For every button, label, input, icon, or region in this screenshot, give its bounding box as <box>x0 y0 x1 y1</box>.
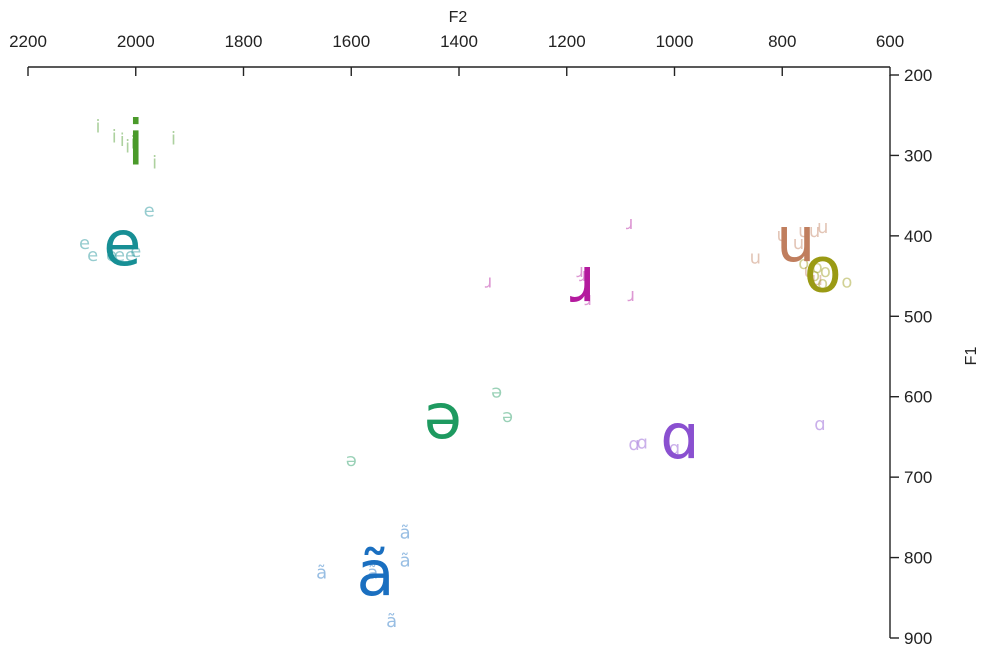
token-point: o <box>820 261 831 282</box>
token-point: e <box>79 233 90 254</box>
token-point: ɹ <box>585 289 592 310</box>
x-tick-label: 2000 <box>117 32 155 51</box>
token-point: u <box>750 247 761 268</box>
x-tick-label: 600 <box>876 32 904 51</box>
x-tick-label: 1200 <box>548 32 586 51</box>
token-point: ã <box>400 522 411 543</box>
token-point: ɑ <box>814 414 825 435</box>
token-point: e <box>144 201 155 222</box>
y-tick-label: 400 <box>904 227 932 246</box>
x-tick-label: 1400 <box>440 32 478 51</box>
x-tick-label: 2200 <box>9 32 47 51</box>
token-point: e <box>125 245 136 266</box>
mean-point: ã <box>356 537 394 610</box>
mean-point: u <box>776 203 815 276</box>
token-point: i <box>112 127 117 148</box>
token-point: u <box>793 233 804 254</box>
token-point: o <box>798 253 809 274</box>
token-point: ɑ <box>636 432 647 453</box>
token-point: e <box>114 245 125 266</box>
x-axis-title: F2 <box>449 9 468 26</box>
token-point: ɹ <box>626 213 633 234</box>
mean-point: e <box>103 207 141 280</box>
y-tick-label: 600 <box>904 388 932 407</box>
token-point: ə <box>502 406 513 427</box>
token-point: ɑ <box>669 438 680 459</box>
x-tick-label: 800 <box>768 32 796 51</box>
token-point: u <box>798 221 809 242</box>
token-point: ɑ <box>628 434 639 455</box>
token-point: ə <box>346 450 357 471</box>
token-point: ɹ <box>576 261 583 282</box>
token-point: e <box>130 241 141 262</box>
token-point: e <box>87 245 98 266</box>
token-point: u <box>803 261 814 282</box>
y-tick-label: 800 <box>904 549 932 568</box>
y-tick-label: 900 <box>904 629 932 648</box>
token-point: u <box>809 221 820 242</box>
x-tick-label: 1600 <box>332 32 370 51</box>
token-point: o <box>812 257 823 278</box>
token-point: i <box>96 116 101 137</box>
token-point: ã <box>386 611 397 632</box>
token-point: i <box>125 136 130 157</box>
token-point: u <box>777 225 788 246</box>
token-point: o <box>817 273 828 294</box>
token-point: ã <box>367 563 378 584</box>
token-point: i <box>131 132 136 153</box>
token-point: i <box>171 128 176 149</box>
token-point: ã <box>316 563 327 584</box>
y-axis-title: F1 <box>963 347 980 366</box>
y-tick-label: 500 <box>904 307 932 326</box>
token-point: u <box>817 217 828 238</box>
y-tick-label: 300 <box>904 146 932 165</box>
token-point: ɹ <box>579 265 586 286</box>
token-point: o <box>809 265 820 286</box>
token-point: e <box>106 245 117 266</box>
mean-point: ə <box>424 380 462 453</box>
mean-point: ɑ <box>660 400 699 473</box>
token-point: i <box>152 152 157 173</box>
token-point: i <box>120 130 125 151</box>
mean-point: ɹ <box>570 243 596 316</box>
y-tick-label: 700 <box>904 468 932 487</box>
token-point: ã <box>400 551 411 572</box>
token-point: ɹ <box>628 285 635 306</box>
x-tick-label: 1000 <box>656 32 694 51</box>
x-tick-label: 1800 <box>225 32 263 51</box>
token-point: ɹ <box>485 272 492 293</box>
token-point: u <box>812 269 823 290</box>
token-point: ə <box>491 382 502 403</box>
mean-point: o <box>804 234 842 307</box>
token-point: o <box>841 272 852 293</box>
mean-point: i <box>127 106 144 179</box>
axes: F2 F1 2200 2000 1800 1600 1400 1200 1000 800 600… <box>9 9 980 648</box>
y-tick-label: 200 <box>904 66 932 85</box>
